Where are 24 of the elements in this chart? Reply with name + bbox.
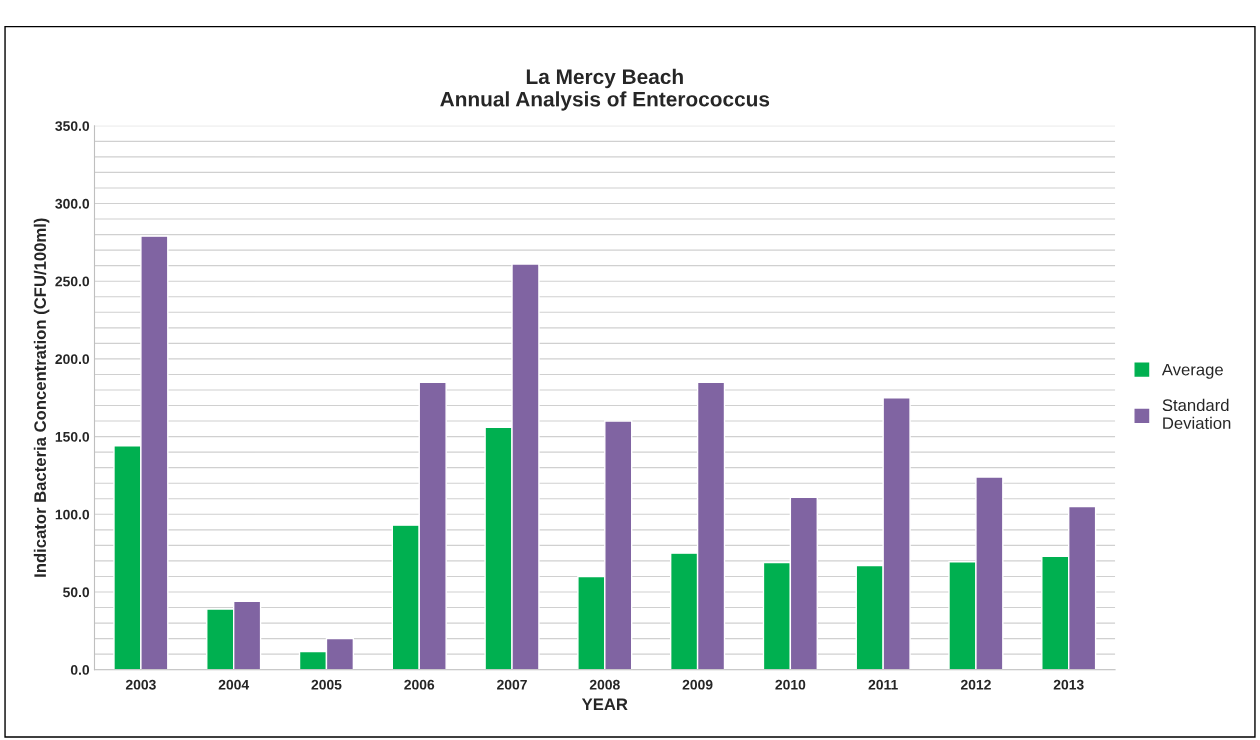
x-tick-label: 2012 (960, 679, 991, 690)
y-tick-label: 350.0 (55, 121, 90, 131)
x-tick-label: 2005 (311, 679, 342, 690)
x-tick-label: 2013 (1053, 679, 1084, 690)
y-tick-label: 0.0 (70, 665, 90, 675)
y-axis-title: Indicator Bacteria Concentration (CFU/100ml) (33, 218, 50, 577)
chart-title: La Mercy Beach Annual Analysis of Enterococcus (440, 68, 770, 111)
y-tick-label: 200.0 (55, 354, 90, 365)
legend-label: Standard Deviation (1162, 398, 1231, 430)
x-tick-label: 2008 (589, 679, 620, 690)
x-tick-label: 2007 (497, 679, 527, 690)
x-tick-label: 2011 (868, 679, 898, 690)
y-tick-label: 150.0 (55, 431, 90, 442)
x-tick-label: 2010 (775, 679, 806, 690)
x-axis-title: YEAR (581, 698, 628, 710)
x-tick-label: 2004 (218, 679, 250, 690)
x-tick-label: 2003 (125, 679, 156, 690)
y-tick-label: 300.0 (55, 198, 90, 209)
x-tick-label: 2006 (404, 679, 435, 690)
legend-label: Average (1161, 363, 1223, 379)
y-tick-label: 100.0 (55, 509, 90, 520)
x-tick-label: 2009 (682, 679, 713, 690)
y-tick-label: 50.0 (63, 587, 90, 598)
y-tick-label: 250.0 (55, 276, 90, 287)
